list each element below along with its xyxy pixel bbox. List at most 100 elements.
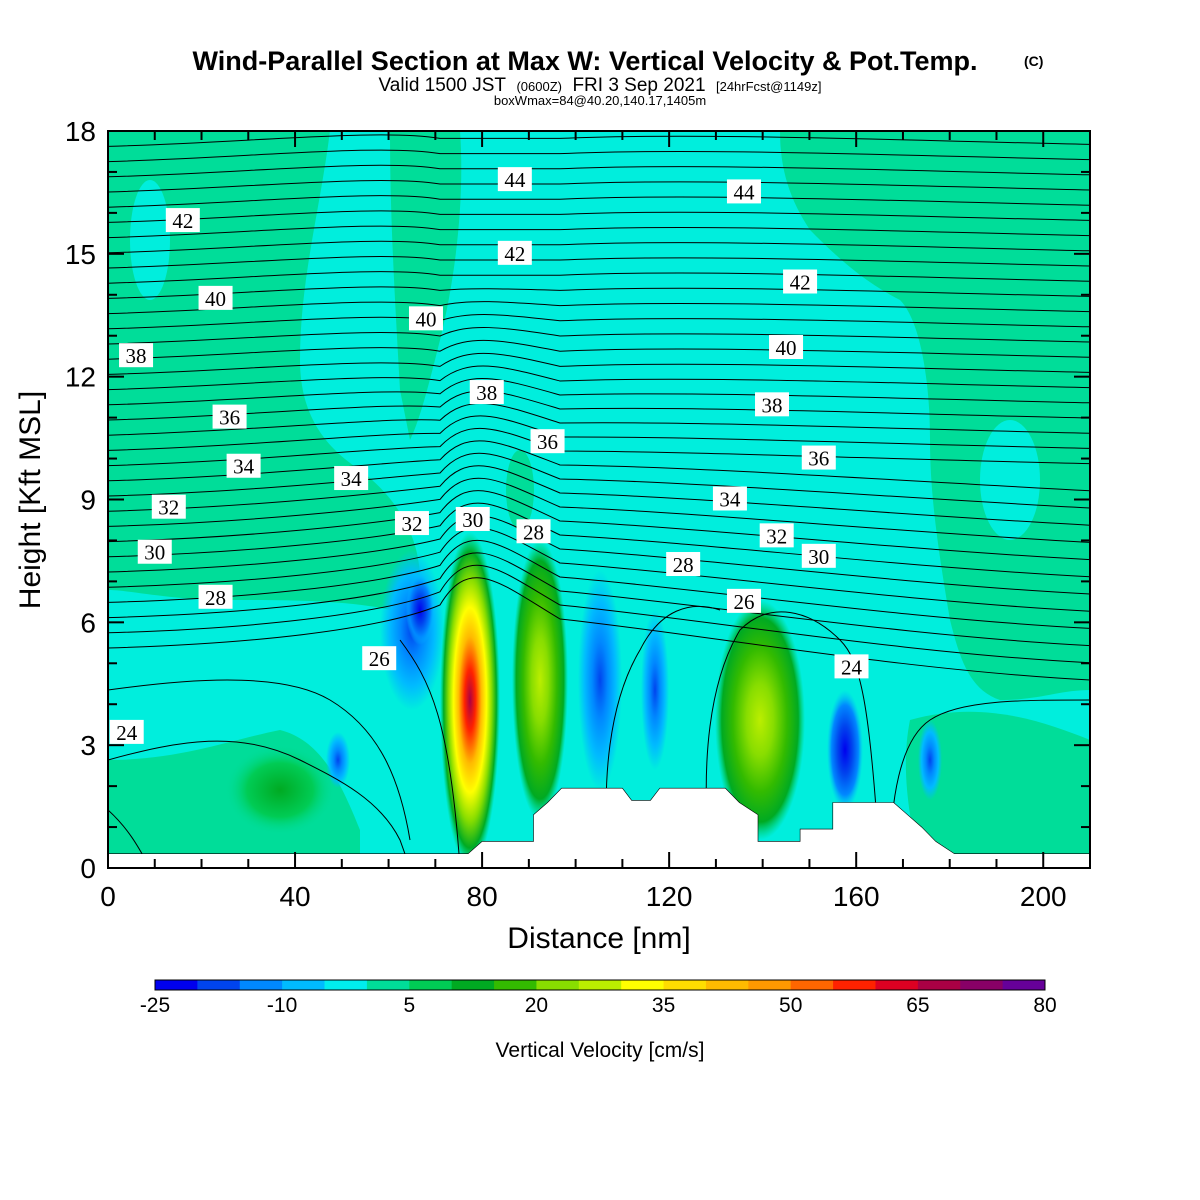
theta-contour-line bbox=[108, 390, 1090, 421]
contour-label-box bbox=[726, 588, 761, 613]
contour-labels: 24 26 28 30 32 34 36 38 40 42 32 30 28 34 40 38 36 42 44 28… bbox=[109, 167, 869, 745]
contour-label-box bbox=[755, 392, 790, 417]
forecast-info: [24hrFcst@1149z] bbox=[716, 79, 821, 94]
colorbar-label: 50 bbox=[779, 994, 802, 1017]
contour-label-box bbox=[530, 429, 565, 454]
sea-green-region-upper-right bbox=[780, 131, 1090, 700]
contour-label-text: 42 bbox=[790, 270, 811, 294]
contour-label: 44 bbox=[726, 179, 761, 204]
colorbar bbox=[154, 979, 1046, 991]
contour-24-right-2 bbox=[705, 611, 881, 868]
contour-label: 32 bbox=[151, 494, 186, 520]
sea-green-blob-mid bbox=[506, 450, 534, 530]
downdraft-right-small bbox=[918, 720, 942, 800]
colorbar-swatch bbox=[197, 980, 241, 990]
contour-label-box bbox=[334, 466, 369, 491]
sea-green-blob-left bbox=[130, 180, 170, 300]
contour-label-box bbox=[119, 343, 154, 368]
theta-contour-line bbox=[108, 440, 1090, 492]
contour-label-text: 38 bbox=[476, 381, 497, 405]
contour-label: 42 bbox=[783, 269, 818, 294]
contour-label: 32 bbox=[394, 511, 429, 536]
y-tick-label: 6 bbox=[80, 607, 96, 638]
downdraft-left-core bbox=[406, 575, 434, 645]
contour-26-left bbox=[108, 679, 411, 841]
contour-label-box bbox=[212, 404, 247, 429]
contour-label: 38 bbox=[755, 392, 790, 417]
colorbar-swatch bbox=[366, 980, 410, 990]
colorbar-label: 20 bbox=[525, 994, 548, 1017]
downdraft-left-small bbox=[326, 732, 350, 788]
contour-label: 28 bbox=[198, 584, 233, 610]
y-tick-label: 12 bbox=[65, 362, 96, 393]
contour-label-box bbox=[455, 506, 490, 531]
contour-label-box bbox=[151, 494, 186, 519]
contour-label-box bbox=[198, 584, 233, 609]
colorbar-swatch bbox=[494, 980, 537, 990]
contour-label: 44 bbox=[497, 167, 532, 192]
contour-label-text: 44 bbox=[504, 168, 526, 192]
contour-label: 34 bbox=[226, 453, 261, 479]
contour-label: 38 bbox=[469, 380, 504, 405]
theta-contour-line bbox=[108, 427, 1090, 467]
contour-label-text: 42 bbox=[504, 242, 525, 266]
theta-contour-line bbox=[108, 339, 1090, 360]
colorbar-swatch bbox=[578, 980, 622, 990]
y-axis-label: Height [Kft MSL] bbox=[14, 391, 47, 609]
contour-label: 30 bbox=[801, 543, 836, 569]
updraft-right bbox=[715, 600, 805, 840]
colorbar-label: -10 bbox=[267, 994, 297, 1017]
contour-label: 34 bbox=[334, 466, 369, 491]
colorbar-swatch bbox=[917, 980, 961, 990]
colorbar-label: 5 bbox=[403, 994, 415, 1017]
contour-label-box bbox=[165, 208, 200, 233]
x-tick-label: 0 bbox=[100, 881, 116, 912]
x-axis-label: Distance [nm] bbox=[507, 922, 690, 955]
colorbar-label: 65 bbox=[906, 994, 929, 1017]
theta-contour-line bbox=[108, 402, 1090, 436]
contour-label-text: 28 bbox=[205, 586, 226, 610]
colorbar-label: 80 bbox=[1033, 994, 1056, 1017]
contour-label: 42 bbox=[497, 240, 532, 266]
valid-time-line: Valid 1500 JST (0600Z) FRI 3 Sep 2021 [2… bbox=[379, 75, 822, 96]
theta-contour-line bbox=[108, 552, 1090, 647]
colorbar-swatch bbox=[282, 980, 326, 990]
contour-label-box bbox=[769, 335, 804, 360]
box-wmax-info: boxWmax=84@40.20,140.17,1405m bbox=[494, 93, 706, 108]
contour-label: 40 bbox=[408, 306, 443, 331]
colorbar-swatch bbox=[790, 980, 834, 990]
contour-label-text: 40 bbox=[415, 307, 436, 331]
contour-label-text: 32 bbox=[401, 512, 422, 536]
contour-label-text: 34 bbox=[719, 488, 741, 512]
contour-label-text: 36 bbox=[537, 430, 558, 454]
contour-label-box bbox=[666, 552, 701, 577]
contour-label-text: 28 bbox=[673, 553, 694, 577]
colorbar-title: Vertical Velocity [cm/s] bbox=[496, 1039, 705, 1062]
contour-label-box bbox=[362, 646, 397, 671]
contour-label-text: 36 bbox=[219, 406, 240, 430]
contour-label-text: 34 bbox=[233, 455, 255, 479]
contour-label: 24 bbox=[834, 654, 869, 679]
contour-label: 38 bbox=[119, 343, 154, 368]
contour-label-text: 36 bbox=[808, 447, 829, 471]
downdraft-mid-1 bbox=[578, 570, 622, 790]
theta-contour-line bbox=[108, 477, 1090, 543]
colorbar-label: 35 bbox=[652, 994, 675, 1017]
contour-label-box bbox=[408, 306, 443, 331]
contour-label-text: 28 bbox=[523, 520, 544, 544]
updraft-green-left bbox=[225, 745, 335, 835]
colorbar-swatch bbox=[451, 980, 495, 990]
sea-green-region-top-middle bbox=[390, 131, 462, 440]
theta-contour-line bbox=[108, 415, 1090, 451]
theta-contour-line bbox=[108, 225, 1090, 239]
valid-utc: (0600Z) bbox=[516, 79, 562, 94]
theta-contour-line bbox=[108, 490, 1090, 561]
contour-label-box bbox=[801, 445, 836, 470]
contour-label-box bbox=[516, 519, 551, 544]
colorbar-frame bbox=[154, 979, 1046, 991]
sea-green-region-upper-left bbox=[108, 131, 420, 620]
theta-contour-line bbox=[108, 515, 1090, 595]
contour-label: 40 bbox=[769, 335, 804, 360]
contour-label-text: 24 bbox=[841, 655, 863, 679]
theta-contour-line bbox=[108, 564, 1090, 664]
